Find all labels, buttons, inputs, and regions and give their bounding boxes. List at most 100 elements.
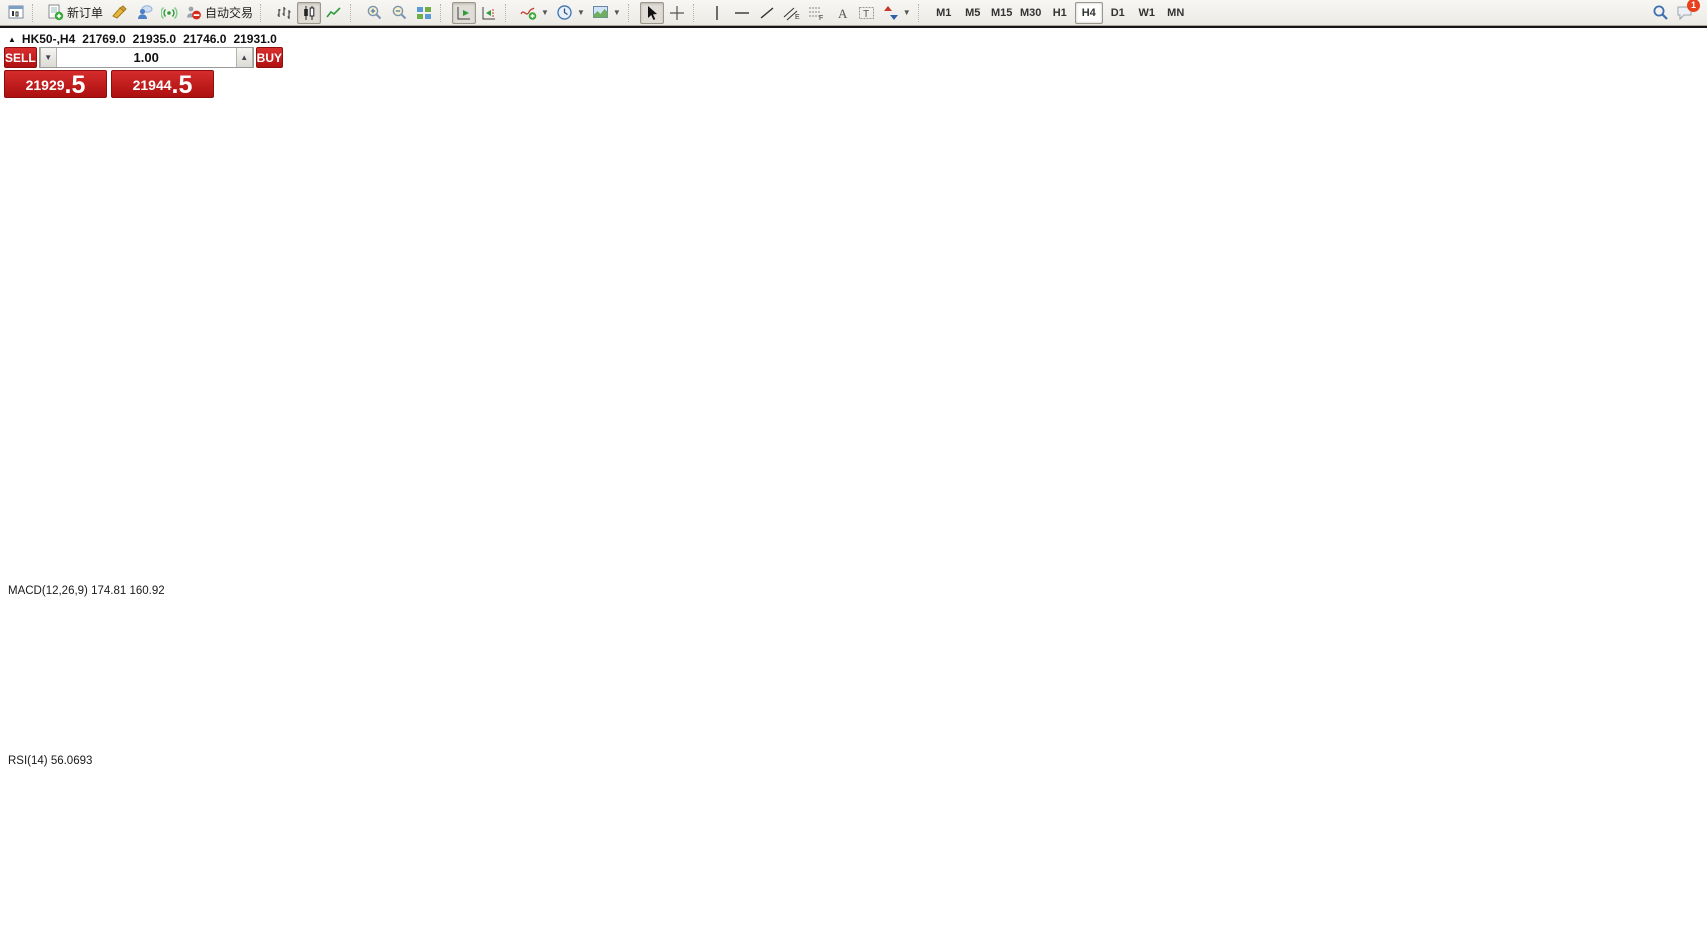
person-cloud-icon (137, 5, 153, 19)
market-watch-button[interactable] (132, 2, 156, 24)
auto-trading-button[interactable]: 自动交易 (182, 2, 256, 24)
arrows-shapes-button[interactable]: ▼ (880, 2, 914, 24)
channel-icon: E (783, 7, 800, 21)
sell-price-frac: .5 (64, 71, 86, 99)
dropdown-arrow-icon: ▼ (902, 8, 911, 17)
toolbar-separator (917, 3, 926, 22)
fibonacci-tool-button[interactable]: F (805, 2, 829, 24)
chart-shift-button[interactable] (477, 2, 501, 24)
line-chart-mode-button[interactable] (322, 2, 346, 24)
templates-button[interactable]: ▼ (589, 2, 624, 24)
new-chart-button[interactable] (4, 2, 28, 24)
quote-open: 21769.0 (82, 32, 126, 46)
svg-text:A: A (838, 6, 848, 21)
timeframe-D1-button[interactable]: D1 (1110, 6, 1125, 19)
svg-text:T: T (863, 9, 869, 20)
volume-increase-button[interactable]: ▲ (235, 48, 253, 67)
auto-trading-icon (187, 6, 201, 20)
toolbar-separator (505, 3, 513, 22)
brush-icon (111, 5, 127, 19)
search-icon (1653, 5, 1668, 20)
notification-badge: 1 (1687, 0, 1700, 12)
toolbar-separator (32, 3, 40, 22)
quote-high: 21935.0 (132, 32, 177, 46)
candlestick-mode-button[interactable] (297, 1, 322, 24)
auto-trading-label: 自动交易 (205, 6, 254, 20)
zoom-out-button[interactable] (387, 2, 411, 24)
timeframe-H1-button[interactable]: H1 (1052, 6, 1067, 19)
crosshair-tool-button[interactable] (665, 2, 689, 24)
vertical-line-icon (716, 5, 718, 20)
trendline-icon (760, 6, 774, 19)
sell-button[interactable]: SELL (4, 47, 37, 68)
bar-chart-mode-button[interactable] (272, 2, 296, 24)
toolbar-separator (260, 3, 268, 22)
new-order-icon (48, 4, 64, 21)
horizontal-line-icon (734, 11, 749, 14)
collapse-quote-icon[interactable]: ▲ (8, 34, 16, 44)
timeframe-M30-button[interactable]: M30 (1020, 6, 1042, 19)
chart-profile-button[interactable] (107, 2, 131, 24)
cursor-tool-button[interactable] (639, 1, 664, 24)
dropdown-arrow-icon: ▼ (541, 8, 549, 17)
trendline-tool-button[interactable] (755, 2, 779, 24)
channel-tool-button[interactable]: E (780, 2, 804, 24)
label-icon: T (859, 6, 875, 20)
toolbar-separator (350, 3, 358, 22)
bars-icon (277, 6, 291, 19)
dropdown-arrow-icon: ▼ (576, 8, 585, 17)
toolbar: 新订单 自动交易 (0, 0, 1707, 28)
periods-button[interactable]: ▼ (553, 2, 588, 24)
signals-button[interactable] (157, 2, 181, 24)
timeframe-M5-button[interactable]: M5 (965, 6, 981, 19)
toolbar-separator (692, 3, 701, 22)
timeframe-H4-button[interactable]: H4 (1074, 1, 1103, 24)
chart-shift-icon (482, 6, 496, 19)
candles-icon (304, 5, 315, 20)
timeframe-MN-button[interactable]: MN (1167, 6, 1185, 19)
buy-price-button[interactable]: 21944.5 (111, 70, 214, 98)
new-chart-icon (8, 5, 23, 19)
text-icon: A (838, 6, 848, 21)
zoom-in-icon (367, 5, 381, 20)
tile-windows-icon (417, 6, 432, 19)
toolbar-separator (627, 3, 636, 22)
buy-price-main: 21944 (132, 77, 172, 93)
sell-price-button[interactable]: 21929.5 (4, 70, 107, 98)
indicators-icon (520, 7, 537, 20)
fibonacci-icon: F (809, 7, 824, 21)
volume-decrease-button[interactable]: ▼ (39, 48, 57, 67)
volume-input[interactable] (56, 48, 236, 67)
text-label-tool-button[interactable]: T (855, 2, 879, 24)
buy-button[interactable]: BUY (255, 47, 284, 68)
volume-spinner: ▼ ▲ (38, 47, 254, 68)
svg-text:F: F (819, 15, 823, 21)
symbol-period-label: HK50-,H4 (21, 32, 76, 46)
template-icon (592, 6, 608, 18)
clock-icon (557, 5, 572, 20)
text-tool-button[interactable]: A (830, 2, 854, 24)
timeframe-M1-button[interactable]: M1 (936, 6, 952, 19)
macd-indicator-label: MACD(12,26,9) 174.81 160.92 (8, 585, 165, 597)
zoom-in-button[interactable] (362, 2, 386, 24)
cursor-icon (647, 5, 657, 20)
timeframe-M15-button[interactable]: M15 (991, 6, 1013, 19)
indicators-button[interactable]: ▼ (517, 2, 552, 24)
horizontal-line-tool-button[interactable] (730, 2, 754, 24)
vertical-line-tool-button[interactable] (705, 2, 729, 24)
one-click-trading-panel: SELL ▼ ▲ BUY 21929.5 21944.5 (4, 47, 284, 98)
new-order-button[interactable]: 新订单 (44, 2, 106, 24)
timeframe-W1-button[interactable]: W1 (1138, 6, 1155, 19)
svg-text:E: E (795, 14, 800, 21)
line-chart-icon (326, 6, 341, 17)
sell-price-main: 21929 (25, 77, 65, 93)
notifications-button[interactable]: 1 (1673, 0, 1700, 24)
auto-scroll-button[interactable] (452, 1, 477, 24)
search-button[interactable] (1648, 2, 1672, 24)
signal-icon (160, 6, 178, 20)
buy-price-frac: .5 (171, 71, 193, 99)
tile-windows-button[interactable] (412, 2, 436, 24)
new-order-label: 新订单 (67, 6, 104, 20)
